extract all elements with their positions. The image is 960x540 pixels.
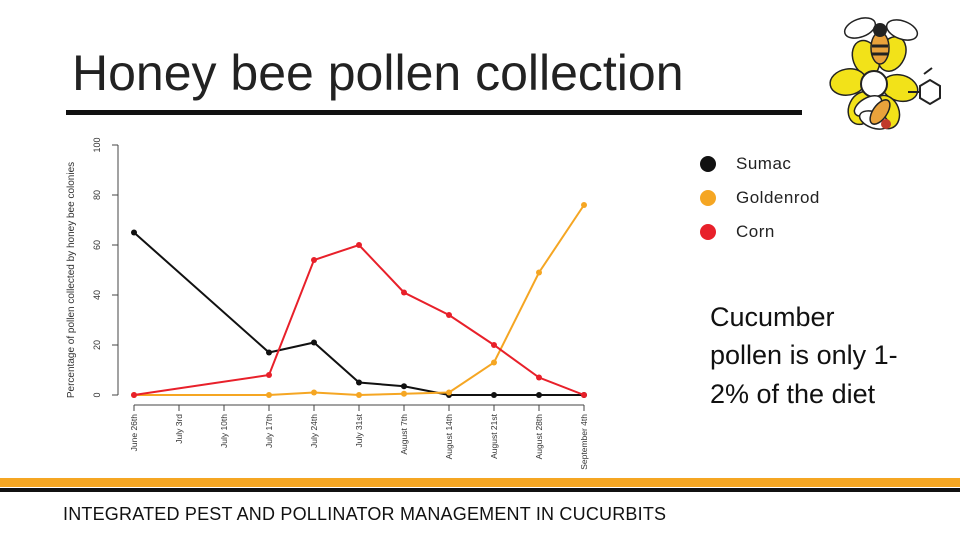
data-point-goldenrod: [356, 392, 362, 398]
data-point-sumac: [536, 392, 542, 398]
x-tick-label: September 4th: [579, 414, 589, 470]
series-line-sumac: [133, 231, 584, 396]
cucumber-note: Cucumber pollen is only 1-2% of the diet: [710, 302, 898, 409]
x-tick-label: August 21st: [489, 413, 499, 459]
data-point-goldenrod: [311, 389, 317, 396]
legend-label: Goldenrod: [736, 188, 820, 207]
data-point-corn: [266, 372, 272, 378]
x-tick-label: July 17th: [264, 414, 274, 448]
data-point-goldenrod: [491, 359, 497, 366]
y-tick-label: 20: [92, 340, 102, 350]
data-point-goldenrod: [401, 390, 407, 397]
data-point-sumac: [131, 229, 137, 236]
y-tick-label: 40: [92, 290, 102, 300]
footer-text: INTEGRATED PEST AND POLLINATOR MANAGEMEN…: [63, 504, 667, 524]
series-line-goldenrod: [134, 204, 585, 397]
x-tick-label: August 28th: [534, 414, 544, 460]
x-tick-label: July 10th: [219, 414, 229, 448]
y-tick-label: 100: [92, 137, 102, 152]
footer-dark-bar: [0, 488, 960, 492]
title-underline: [66, 110, 802, 115]
data-point-sumac: [491, 392, 497, 398]
legend-label: Sumac: [736, 154, 792, 173]
data-point-goldenrod: [266, 392, 272, 398]
data-point-corn: [581, 392, 587, 398]
data-point-sumac: [311, 339, 317, 346]
x-tick-label: July 24th: [309, 414, 319, 448]
slide-title: Honey bee pollen collection: [72, 45, 684, 101]
bee-flower-logo-icon: [829, 17, 941, 130]
data-point-corn: [446, 312, 452, 318]
data-point-corn: [491, 342, 497, 348]
legend-label: Corn: [736, 222, 775, 241]
data-point-corn: [131, 392, 137, 398]
data-point-goldenrod: [581, 202, 587, 208]
y-tick-label: 80: [92, 190, 102, 200]
legend-swatch: [700, 156, 716, 172]
legend-swatch: [700, 224, 716, 240]
data-point-corn: [356, 242, 362, 248]
data-point-sumac: [266, 349, 272, 356]
y-axis-label: Percentage of pollen collected by honey …: [66, 162, 77, 398]
x-tick-label: August 7th: [399, 414, 409, 455]
x-tick-label: June 26th: [129, 414, 139, 452]
data-point-sumac: [356, 379, 362, 386]
x-tick-label: August 14th: [444, 414, 454, 460]
footer-accent-bar: [0, 478, 960, 487]
x-tick-label: July 31st: [354, 413, 364, 447]
data-point-goldenrod: [536, 269, 542, 276]
data-point-sumac: [401, 383, 407, 390]
legend-swatch: [700, 190, 716, 206]
y-tick-label: 0: [92, 392, 102, 397]
series-line-corn: [133, 243, 585, 396]
data-point-corn: [311, 257, 317, 263]
data-point-goldenrod: [446, 389, 452, 396]
pollen-line-chart: 0 20 40 60 80 100 Percentage of pollen collect…: [66, 137, 589, 470]
y-tick-label: 60: [92, 240, 102, 250]
data-point-corn: [536, 374, 542, 381]
data-point-corn: [401, 289, 407, 296]
x-tick-label: July 3rd: [174, 414, 184, 444]
